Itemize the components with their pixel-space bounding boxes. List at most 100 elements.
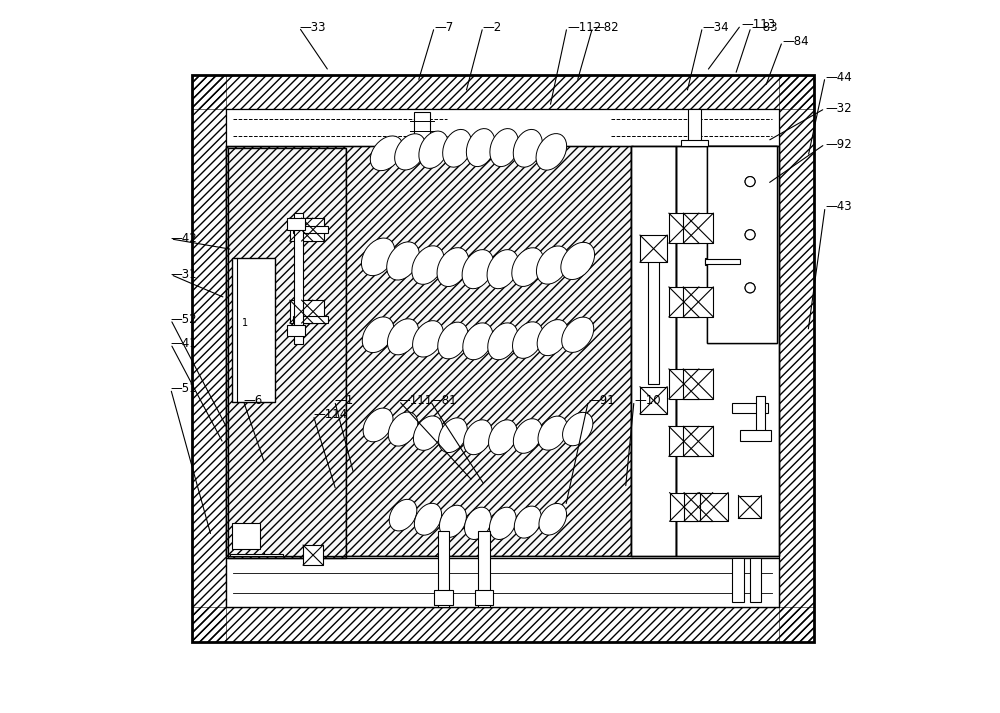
Ellipse shape xyxy=(563,412,593,446)
Bar xyxy=(750,558,761,602)
Bar xyxy=(740,430,771,441)
Ellipse shape xyxy=(387,242,419,280)
Bar xyxy=(303,545,323,565)
Text: —111: —111 xyxy=(399,394,433,407)
Bar xyxy=(228,148,346,558)
Bar xyxy=(228,148,346,558)
Text: —112: —112 xyxy=(567,21,601,34)
Bar xyxy=(705,258,707,265)
Text: —114: —114 xyxy=(313,409,347,421)
Bar xyxy=(192,75,226,642)
Bar xyxy=(226,558,779,607)
Text: —44: —44 xyxy=(825,71,852,83)
Circle shape xyxy=(745,177,755,187)
Bar xyxy=(681,140,708,146)
Bar xyxy=(676,146,779,556)
Bar xyxy=(294,213,303,344)
Text: —41: —41 xyxy=(171,337,197,350)
Circle shape xyxy=(745,283,755,293)
Bar xyxy=(230,554,283,556)
Bar xyxy=(226,146,633,556)
Bar xyxy=(670,493,698,521)
Text: —7: —7 xyxy=(434,21,454,34)
Text: —6: —6 xyxy=(243,394,263,407)
Bar xyxy=(756,396,765,433)
Bar xyxy=(640,386,667,414)
Ellipse shape xyxy=(487,250,519,289)
Bar xyxy=(226,109,779,146)
Bar xyxy=(232,523,260,549)
Bar xyxy=(676,146,779,556)
Ellipse shape xyxy=(362,317,394,353)
Bar xyxy=(290,218,313,241)
Ellipse shape xyxy=(438,322,468,359)
Text: —31: —31 xyxy=(171,268,197,281)
Bar xyxy=(287,218,305,230)
Ellipse shape xyxy=(464,420,492,455)
Ellipse shape xyxy=(370,136,403,170)
Ellipse shape xyxy=(513,322,543,359)
Bar xyxy=(631,146,676,556)
Ellipse shape xyxy=(489,507,516,540)
Ellipse shape xyxy=(562,317,594,352)
Text: —43: —43 xyxy=(825,200,852,213)
Bar xyxy=(302,218,324,241)
Bar xyxy=(414,113,430,140)
Ellipse shape xyxy=(513,419,542,453)
Bar xyxy=(688,109,701,146)
Text: —52: —52 xyxy=(171,313,197,326)
Ellipse shape xyxy=(439,418,467,453)
Text: —84: —84 xyxy=(782,35,809,48)
Circle shape xyxy=(745,283,755,293)
Ellipse shape xyxy=(561,242,595,279)
Bar xyxy=(732,558,744,602)
Ellipse shape xyxy=(537,319,568,356)
Ellipse shape xyxy=(387,319,419,355)
Text: —32: —32 xyxy=(825,102,852,115)
Bar xyxy=(779,75,814,642)
Ellipse shape xyxy=(536,133,567,170)
Bar xyxy=(226,109,779,607)
Bar xyxy=(293,317,328,323)
Text: —82: —82 xyxy=(593,21,619,34)
Bar xyxy=(192,75,814,109)
Bar xyxy=(290,300,313,323)
Ellipse shape xyxy=(395,134,426,170)
Text: —83: —83 xyxy=(751,21,777,34)
Ellipse shape xyxy=(488,323,518,360)
Text: —113: —113 xyxy=(741,19,775,31)
Bar xyxy=(287,324,305,336)
Ellipse shape xyxy=(538,416,568,450)
Ellipse shape xyxy=(413,416,443,451)
Ellipse shape xyxy=(462,250,494,289)
Bar xyxy=(738,496,761,518)
Bar xyxy=(705,260,740,264)
Ellipse shape xyxy=(514,506,541,538)
Text: 1: 1 xyxy=(242,318,248,328)
Bar xyxy=(226,146,633,556)
Ellipse shape xyxy=(412,246,444,284)
Circle shape xyxy=(745,177,755,187)
Ellipse shape xyxy=(513,130,542,167)
Text: —33: —33 xyxy=(299,21,325,34)
Bar xyxy=(302,300,324,323)
Bar xyxy=(669,426,699,456)
Bar xyxy=(192,607,814,642)
Ellipse shape xyxy=(536,246,569,284)
Text: —34: —34 xyxy=(702,21,729,34)
Text: —92: —92 xyxy=(825,138,852,150)
Circle shape xyxy=(745,230,755,240)
Text: —81: —81 xyxy=(430,394,457,407)
Bar xyxy=(192,75,814,642)
Ellipse shape xyxy=(465,507,491,540)
Bar xyxy=(683,213,713,243)
Text: —10: —10 xyxy=(634,394,661,407)
Bar xyxy=(683,426,713,456)
Ellipse shape xyxy=(539,503,567,535)
Bar xyxy=(684,493,713,521)
Bar xyxy=(707,146,777,343)
Bar xyxy=(648,252,659,384)
Ellipse shape xyxy=(419,131,449,168)
Ellipse shape xyxy=(512,247,544,287)
Ellipse shape xyxy=(361,238,395,276)
